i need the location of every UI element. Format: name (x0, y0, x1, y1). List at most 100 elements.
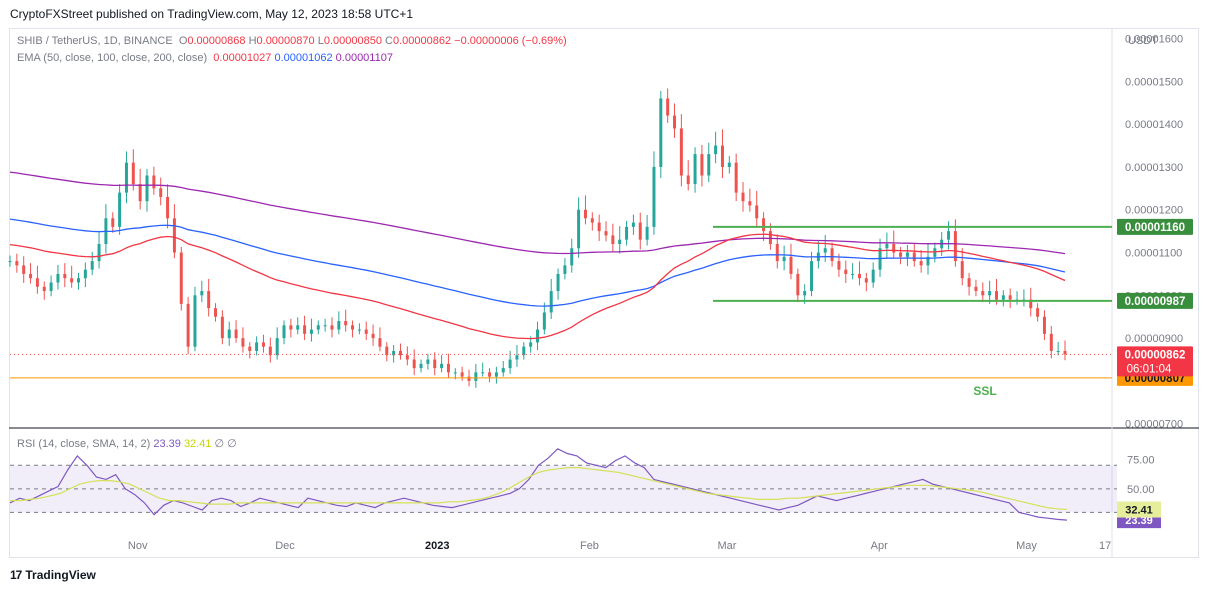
candle-body (405, 355, 409, 360)
last_price-price-label: 0.00000862 (1125, 349, 1186, 361)
candle-body (645, 226, 649, 240)
candle-body (892, 243, 896, 253)
candle-body (63, 273, 67, 279)
candle-body (227, 329, 231, 339)
candle-body (159, 188, 163, 197)
countdown-label: 06:01:04 (1127, 363, 1172, 375)
candle-body (638, 222, 642, 240)
y-tick-label: 0.00001100 (1125, 248, 1182, 260)
candle-body (467, 376, 471, 381)
candle-body (172, 218, 176, 253)
candle-body (590, 218, 594, 223)
open-value: 0.00000868 (187, 35, 246, 47)
candle-body (810, 261, 814, 292)
ssl-annotation: SSL (973, 384, 996, 398)
candle-body (42, 286, 46, 292)
resistance-price-tag (1117, 218, 1193, 235)
last_price-price-tag (1117, 346, 1193, 377)
candle-body (296, 325, 300, 330)
candle-body (1029, 299, 1033, 309)
candle-body (741, 192, 745, 202)
candle-body (289, 325, 293, 330)
candle-body (275, 338, 279, 356)
x-tick-label: 2023 (425, 540, 449, 552)
candle-body (899, 252, 903, 257)
candle-body (351, 325, 355, 330)
candle-body (529, 342, 533, 347)
candle-body (1036, 308, 1040, 317)
candle-body (720, 145, 724, 167)
footer-brand-label: TradingView (25, 568, 96, 582)
candle-body (200, 291, 204, 296)
candle-body (988, 291, 992, 296)
candle-body (926, 256, 930, 266)
candle-body (8, 261, 12, 263)
rsima-value: 32.41 (183, 438, 212, 450)
candle-body (118, 192, 122, 227)
candle-body (303, 325, 307, 334)
candle-body (789, 256, 793, 274)
candle-body (412, 359, 416, 369)
candle-body (714, 145, 718, 155)
candle-body (1049, 333, 1053, 351)
rsi-ma-last-label: 32.41 (1125, 505, 1153, 517)
rsi-y-tick-label: 75.00 (1127, 454, 1155, 466)
candle-body (631, 222, 635, 227)
close-label: C (385, 35, 393, 47)
candle-body (823, 248, 827, 253)
rsi-y-tick-label: 50.00 (1127, 484, 1155, 496)
ema100-value: 0.00001062 (274, 52, 333, 64)
candle-body (556, 273, 560, 292)
rsi-label[interactable]: RSI (14, close, SMA, 14, 2) (17, 438, 151, 450)
candle-body (77, 278, 81, 283)
y-tick-label: 0.00001300 (1125, 162, 1183, 174)
candle-body (604, 231, 608, 236)
candle-body (673, 115, 677, 129)
chart-frame[interactable] (9, 28, 1199, 558)
candle-body (597, 222, 601, 232)
candle-body (542, 312, 546, 330)
candle-body (583, 209, 587, 219)
candle-body (734, 162, 738, 193)
candle-body (426, 359, 430, 364)
x-tick-label: Apr (871, 540, 888, 552)
candle-body (207, 291, 211, 309)
candle-body (378, 338, 382, 347)
candle-body (762, 218, 766, 232)
candle-body (659, 98, 663, 167)
candle-body (933, 248, 937, 257)
candle-body (166, 196, 170, 219)
y-tick-label: 0.00001400 (1125, 119, 1183, 131)
ema-label[interactable]: EMA (50, close, 100, close, 200, close) (17, 52, 208, 64)
candle-body (29, 273, 33, 279)
candle-body (727, 162, 731, 167)
candle-body (1063, 350, 1067, 355)
footer-brand[interactable]: 17 TradingView (10, 568, 96, 582)
candle-body (905, 252, 909, 257)
candle-body (885, 243, 889, 249)
candle-body (56, 273, 60, 283)
candle-body (357, 329, 361, 331)
candle-body (570, 248, 574, 266)
candle-body (864, 278, 868, 283)
candle-body (967, 278, 971, 287)
candle-body (330, 325, 334, 330)
candle-body (419, 363, 423, 369)
candle-body (261, 342, 265, 347)
x-tick-label: Mar (717, 540, 736, 552)
ema50-value: 0.00001027 (213, 52, 272, 64)
candle-body (90, 261, 94, 270)
symbol-label[interactable]: SHIB / TetherUS, 1D, BINANCE (17, 35, 173, 47)
candle-body (611, 235, 615, 244)
candle-body (652, 166, 656, 227)
candle-body (131, 162, 135, 185)
candle-body (15, 261, 19, 266)
candle-body (309, 329, 313, 334)
candle-body (748, 201, 752, 206)
candle-body (474, 372, 478, 381)
candle-body (488, 372, 492, 377)
candle-body (830, 248, 834, 262)
x-tick-label: Nov (128, 540, 148, 552)
candle-body (536, 329, 539, 343)
